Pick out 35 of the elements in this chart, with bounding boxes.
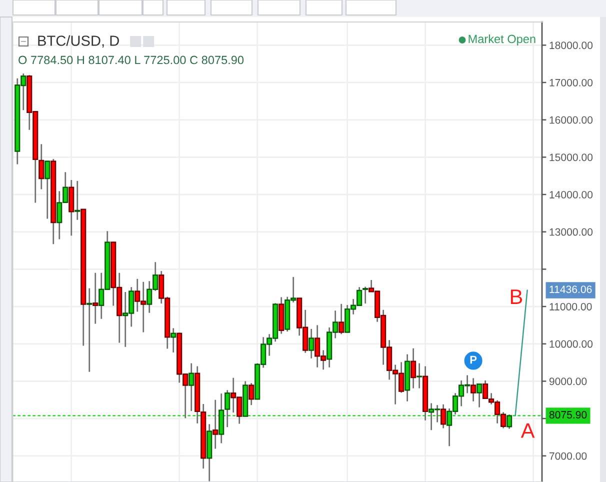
ref-line-label: 8075.90	[549, 411, 587, 419]
candlestick	[170, 327, 176, 354]
candlestick	[212, 399, 218, 450]
candlestick	[470, 378, 476, 402]
candlestick	[74, 180, 80, 221]
candlestick	[188, 362, 194, 412]
y-tick-label: 10000.00	[550, 340, 593, 348]
candlestick	[440, 404, 446, 429]
candlestick	[362, 286, 368, 304]
candlestick	[248, 382, 254, 406]
y-tick-label: 14000.00	[550, 190, 593, 198]
annotation: Market Open	[468, 34, 536, 46]
candlestick	[308, 328, 314, 360]
annotation: A	[520, 423, 535, 438]
y-tick-label: 11000.00	[550, 302, 592, 310]
candlestick	[44, 160, 50, 220]
candlestick	[410, 348, 416, 389]
text: 11436.06	[550, 286, 592, 294]
candlestick	[86, 288, 92, 373]
candlestick	[38, 143, 44, 190]
y-tick-label: 18000.00	[550, 42, 593, 50]
y-tick-label: 16000.00	[550, 116, 593, 124]
text: BTC/USD, D	[38, 35, 119, 48]
annotation: P	[470, 356, 477, 364]
candlestick	[476, 383, 482, 408]
y-tick-label: 9000.00	[549, 378, 587, 386]
text: O 7784.50 H 8107.40 L 7725.00 C 8075.90	[18, 56, 244, 64]
y-tick-label: 17000.00	[550, 78, 593, 86]
candlestick	[92, 272, 98, 324]
y-tick-label: 13000.00	[550, 228, 593, 236]
candlestick	[416, 362, 422, 389]
y-tick-label: 15000.00	[550, 154, 593, 162]
annotation: B	[510, 290, 522, 304]
y-tick-label: 7000.00	[549, 452, 587, 460]
candlestick	[338, 303, 344, 335]
